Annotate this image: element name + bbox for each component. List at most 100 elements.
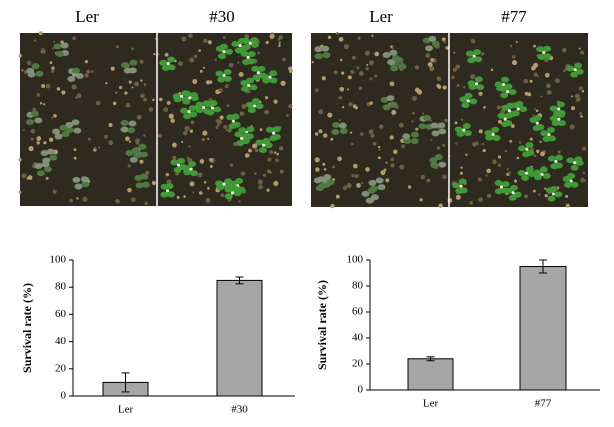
leaf — [438, 161, 447, 168]
gravel — [224, 84, 229, 89]
leaf — [317, 176, 326, 183]
leaf — [72, 176, 81, 183]
leaf — [53, 43, 62, 50]
leaf — [463, 130, 472, 137]
rosette — [503, 117, 507, 121]
leaf — [235, 177, 244, 184]
gravel — [437, 84, 442, 89]
leaf — [430, 122, 439, 129]
gravel — [52, 47, 55, 50]
gravel — [430, 58, 434, 62]
gravel — [348, 102, 353, 107]
gravel — [438, 203, 443, 208]
gravel — [131, 86, 134, 89]
rosette — [474, 82, 479, 86]
gravel — [347, 88, 350, 91]
gravel — [240, 171, 246, 176]
leaf — [46, 148, 55, 155]
gravel — [164, 52, 169, 57]
gravel — [389, 135, 394, 140]
leaf — [438, 128, 447, 135]
leaf — [120, 126, 129, 133]
gravel — [254, 172, 257, 176]
leaf — [474, 56, 483, 63]
gravel — [166, 100, 171, 105]
gravel — [53, 41, 56, 44]
gravel — [115, 91, 118, 94]
leaf — [361, 190, 370, 197]
gravel — [352, 104, 357, 109]
gravel — [379, 124, 384, 129]
rosette — [507, 109, 511, 113]
leaf — [386, 95, 395, 102]
rosette — [272, 131, 276, 135]
gravel — [241, 104, 247, 109]
leaf — [382, 52, 391, 59]
gravel — [165, 172, 170, 177]
leaf — [127, 127, 136, 134]
rosette — [230, 191, 235, 195]
gravel — [45, 176, 49, 180]
gravel — [73, 148, 77, 152]
gravel — [239, 111, 245, 117]
gravel — [459, 171, 463, 175]
leaf — [160, 191, 169, 198]
error-bar — [426, 356, 435, 362]
gravel — [580, 115, 583, 118]
gravel — [390, 157, 395, 162]
gravel — [513, 179, 517, 183]
gravel — [532, 189, 536, 193]
rosette — [491, 132, 495, 136]
leaf — [428, 35, 437, 42]
gravel — [544, 187, 547, 190]
y-axis-label: Survival rate (%) — [20, 283, 34, 373]
gravel — [340, 58, 343, 62]
gravel — [341, 105, 345, 109]
rosette — [240, 136, 244, 140]
gravel — [341, 71, 345, 75]
gravel — [115, 45, 119, 49]
gravel — [343, 44, 349, 50]
leaf — [257, 65, 266, 72]
gravel — [189, 181, 195, 187]
gravel — [407, 185, 412, 189]
leaf — [31, 63, 40, 70]
gravel — [529, 79, 533, 83]
leaf — [339, 127, 348, 134]
gravel — [425, 53, 430, 58]
gravel — [43, 103, 46, 106]
gravel — [314, 88, 319, 93]
rosette — [554, 159, 558, 164]
gravel — [95, 100, 101, 106]
gravel — [524, 194, 529, 199]
gravel — [544, 194, 548, 198]
leaf — [398, 63, 407, 70]
leaf — [67, 76, 76, 83]
gravel — [420, 174, 426, 180]
leaf — [532, 125, 541, 132]
gravel — [203, 180, 207, 184]
error-bar — [539, 259, 547, 274]
rosette — [222, 182, 226, 186]
leaf — [159, 59, 168, 66]
gravel — [84, 73, 89, 78]
gravel — [115, 199, 120, 204]
gravel — [136, 114, 142, 120]
gravel — [267, 157, 272, 162]
gravel — [98, 146, 101, 149]
leaf — [125, 149, 134, 156]
gravel — [53, 113, 57, 118]
leaf — [49, 154, 58, 161]
gravel — [338, 36, 344, 42]
rosette — [540, 172, 544, 176]
gravel — [455, 64, 461, 70]
rosette — [569, 179, 573, 183]
gravel — [507, 171, 511, 175]
rosette — [573, 68, 577, 72]
gravel — [571, 106, 576, 111]
leaf — [250, 41, 259, 48]
gravel — [544, 72, 550, 78]
gravel — [278, 44, 281, 47]
gravel — [143, 134, 146, 137]
y-tick-label: 20 — [352, 358, 364, 370]
